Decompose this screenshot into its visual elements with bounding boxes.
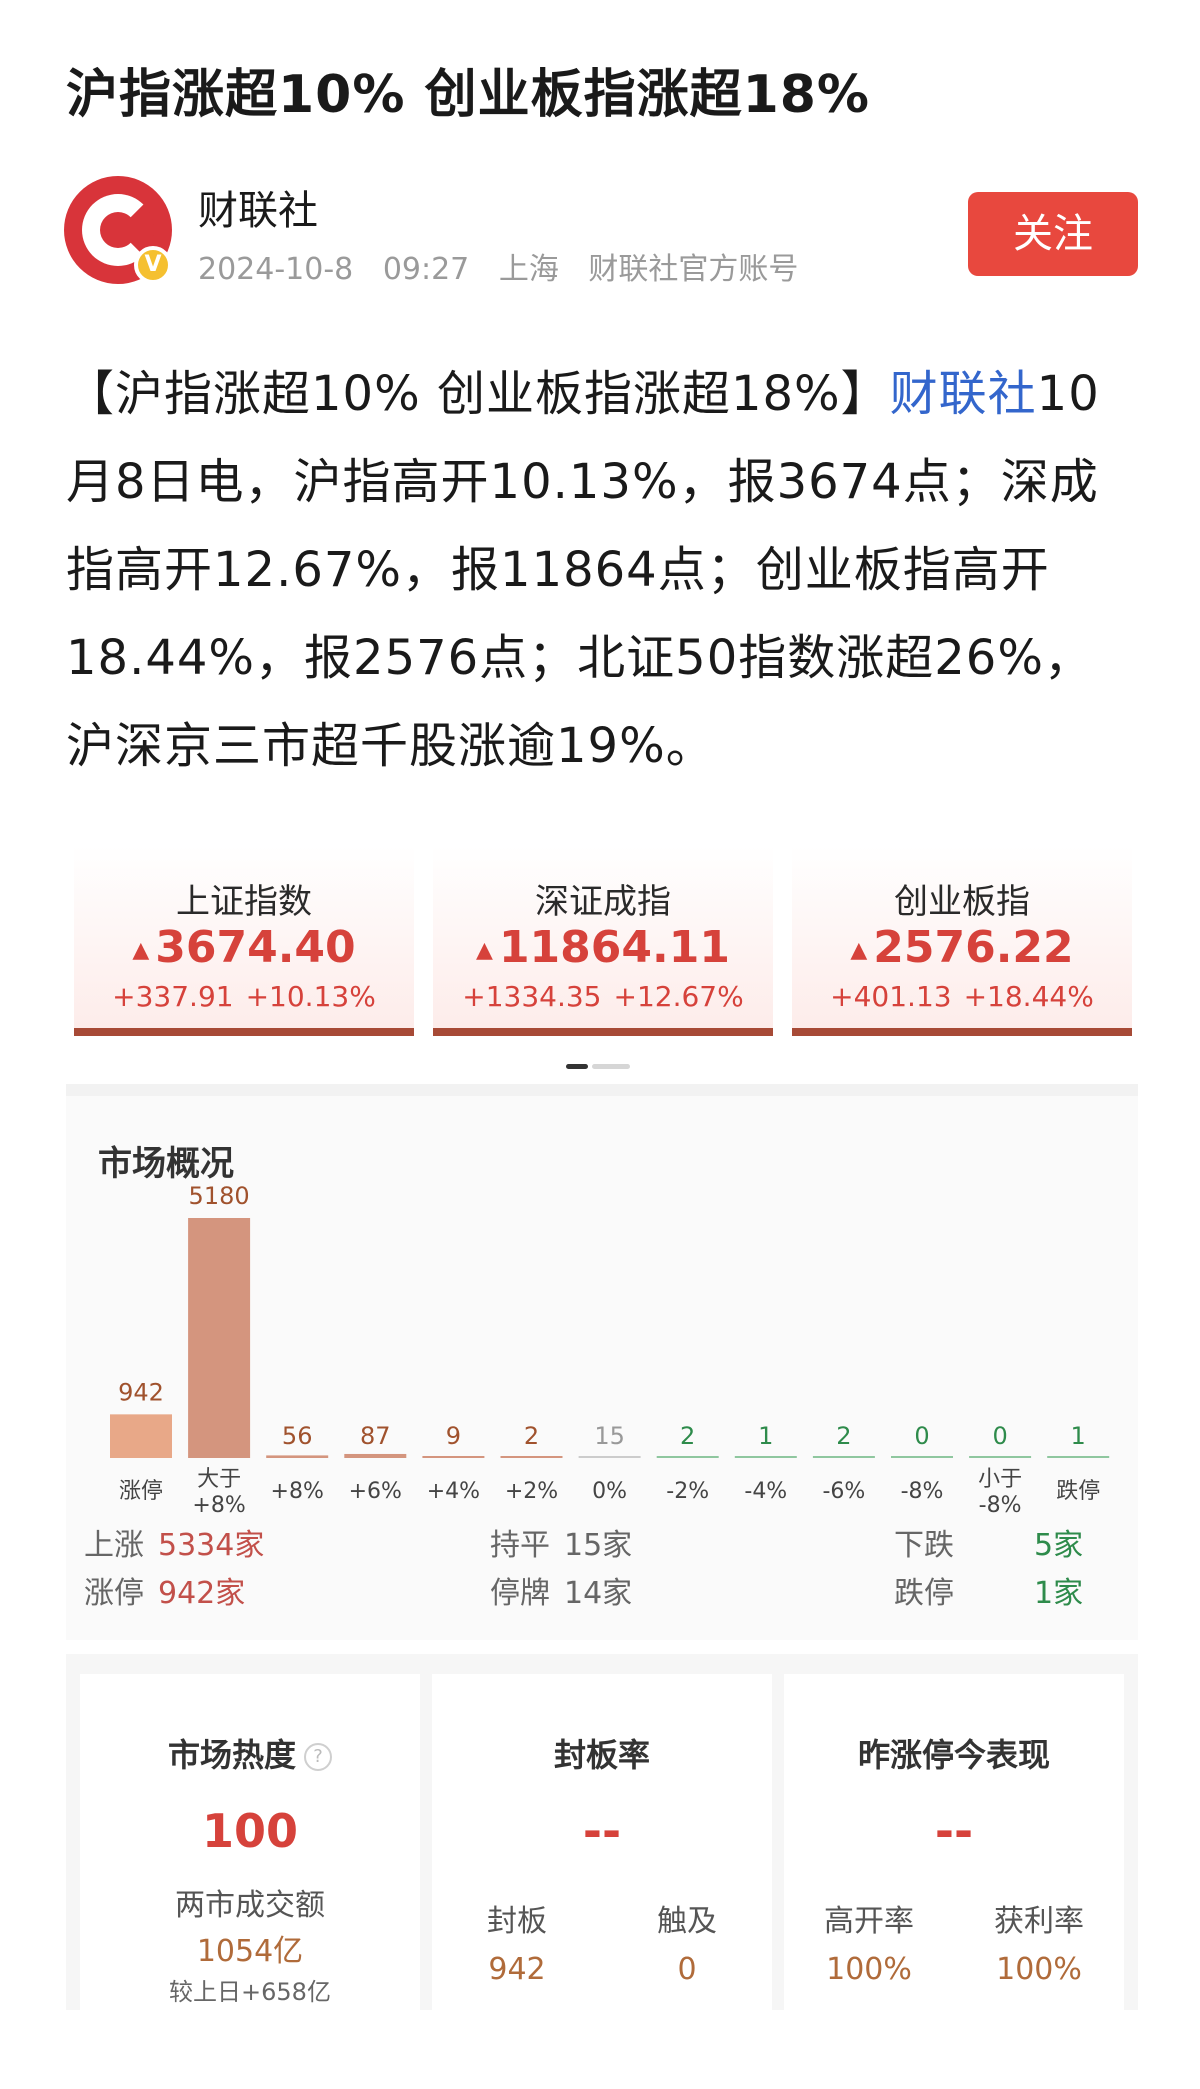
summary-limit-up: 涨停 942家 (84, 1576, 246, 1611)
category-label: -4% (744, 1479, 787, 1504)
bar-value-label: 0 (992, 1422, 1007, 1450)
category-label: 小于-8% (978, 1467, 1022, 1518)
summary-up: 上涨 5334家 (84, 1528, 265, 1563)
yesterday-limit-value: -- (934, 1804, 974, 1858)
bar-4 (422, 1456, 485, 1458)
bar-6 (578, 1456, 641, 1458)
follow-button[interactable]: 关注 (968, 192, 1138, 276)
summary-limit-down: 跌停 1家 (894, 1576, 1084, 1611)
bar-3 (344, 1453, 407, 1458)
bar-1 (188, 1218, 251, 1458)
bar-0 (110, 1414, 172, 1458)
index-name: 创业板指 (894, 882, 1030, 922)
bar-9 (812, 1456, 875, 1458)
bar-7 (656, 1456, 719, 1458)
up-triangle-icon: ▲ (476, 937, 493, 963)
seal-rate-card[interactable]: 封板率 -- 封板 942 触及 0 (432, 1674, 772, 2010)
index-value: 3674.40 (155, 922, 356, 973)
index-card-szse[interactable]: 深证成指 ▲ 11864.11 +1334.35 +12.67% (433, 846, 773, 1036)
index-change: +401.13 (830, 980, 952, 1013)
post-date: 2024-10-8 (198, 252, 354, 287)
market-heat-card[interactable]: 市场热度? 100 两市成交额 1054亿 较上日+658亿 (80, 1674, 420, 2010)
index-cards: 上证指数 ▲ 3674.40 +337.91 +10.13% 深证成指 ▲ 11864… (74, 846, 1132, 1036)
market-heat-title: 市场热度 (167, 1736, 296, 1774)
category-label: 涨停 (119, 1479, 163, 1504)
bar-value-label: 56 (282, 1422, 313, 1450)
bar-11 (969, 1456, 1032, 1458)
index-value: 11864.11 (498, 922, 730, 973)
market-heat-value: 100 (201, 1804, 299, 1858)
index-card-chinext[interactable]: 创业板指 ▲ 2576.22 +401.13 +18.44% (792, 846, 1132, 1036)
verified-badge-icon: V (134, 246, 172, 284)
bar-value-label: 15 (594, 1422, 625, 1450)
bar-5 (500, 1456, 563, 1458)
bar-10 (891, 1456, 953, 1458)
carousel-dot (592, 1064, 630, 1069)
index-card-sse[interactable]: 上证指数 ▲ 3674.40 +337.91 +10.13% (74, 846, 414, 1036)
bar-8 (734, 1456, 797, 1458)
index-name: 上证指数 (176, 882, 312, 922)
bar-value-label: 2 (524, 1422, 539, 1450)
index-pct: +12.67% (613, 980, 744, 1013)
bar-value-label: 5180 (189, 1182, 250, 1210)
index-change: +1334.35 (462, 980, 602, 1013)
category-label: +8% (271, 1479, 324, 1504)
post-meta: 2024-10-8 09:27 上海 财联社官方账号 (198, 244, 818, 288)
post-time: 09:27 (382, 252, 470, 287)
summary-flat: 持平 15家 (490, 1528, 633, 1563)
bar-value-label: 2 (680, 1422, 695, 1450)
seal-rate-value: -- (582, 1804, 622, 1858)
market-overview-panel: 942 涨停 5180 大于+8% 56 +8% 87 +6% 9 +4% 2 +2% 15 0% 2 -2%… (66, 1084, 1138, 1640)
category-label: 0% (592, 1479, 627, 1504)
category-label: 大于+8% (192, 1467, 245, 1518)
category-label: +4% (427, 1479, 480, 1504)
bar-value-label: 87 (360, 1422, 391, 1450)
article-body: 【沪指涨超10% 创业板指涨超18%】财联社10月8日电，沪指高开10.13%，… (66, 350, 1140, 790)
index-pct: +18.44% (963, 980, 1094, 1013)
summary-down: 下跌 5家 (894, 1528, 1084, 1563)
category-label: -8% (901, 1479, 944, 1504)
yesterday-limit-card[interactable]: 昨涨停今表现 -- 高开率 100% 获利率 100% (784, 1674, 1124, 2010)
up-triangle-icon: ▲ (132, 937, 150, 963)
body-text: 10月8日电，沪指高开10.13%，报3674点；深成指高开12.67%，报11… (66, 366, 1100, 774)
index-value: 2576.22 (873, 922, 1074, 973)
category-label: +6% (349, 1479, 402, 1504)
post-location: 上海 (498, 252, 559, 287)
index-pct: +10.13% (245, 980, 376, 1013)
index-name: 深证成指 (535, 882, 671, 922)
account-type: 财联社官方账号 (588, 252, 799, 287)
category-label: -6% (822, 1479, 865, 1504)
distribution-chart: 942 涨停 5180 大于+8% 56 +8% 87 +6% 9 +4% 2 +2% 15 0% 2 -2%… (110, 1182, 1110, 1518)
help-icon[interactable]: ? (304, 1743, 332, 1771)
turnover-label: 两市成交额 (175, 1888, 325, 1923)
carousel-dot-active (566, 1064, 588, 1069)
category-label: -2% (666, 1479, 709, 1504)
bar-value-label: 942 (118, 1378, 164, 1406)
turnover-compare: 较上日+658亿 (169, 1978, 331, 2006)
yesterday-limit-title: 昨涨停今表现 (857, 1736, 1050, 1774)
category-label: +2% (505, 1479, 558, 1504)
bar-value-label: 9 (446, 1422, 461, 1450)
bar-value-label: 2 (836, 1422, 851, 1450)
bar-value-label: 1 (1071, 1422, 1086, 1450)
bar-12 (1047, 1456, 1110, 1458)
market-overview-title: 市场概况 (98, 1144, 234, 1184)
bar-value-label: 1 (758, 1422, 773, 1450)
seal-rate-title: 封板率 (553, 1736, 650, 1774)
body-source-link[interactable]: 财联社 (889, 366, 1037, 422)
index-change: +337.91 (112, 980, 234, 1013)
author-name[interactable]: 财联社 (198, 188, 318, 234)
summary-suspended: 停牌 14家 (490, 1576, 633, 1611)
stats-cards: 市场热度? 100 两市成交额 1054亿 较上日+658亿 封板率 -- 封板… (66, 1654, 1138, 2010)
up-triangle-icon: ▲ (850, 937, 868, 963)
avatar[interactable]: V (64, 176, 172, 284)
turnover-value: 1054亿 (196, 1934, 304, 1969)
category-label: 跌停 (1056, 1479, 1100, 1504)
body-headline: 【沪指涨超10% 创业板指涨超18%】 (66, 366, 890, 422)
bar-value-label: 0 (914, 1422, 929, 1450)
bar-2 (266, 1455, 329, 1458)
article-title: 沪指涨超10% 创业板指涨超18% (66, 65, 871, 125)
